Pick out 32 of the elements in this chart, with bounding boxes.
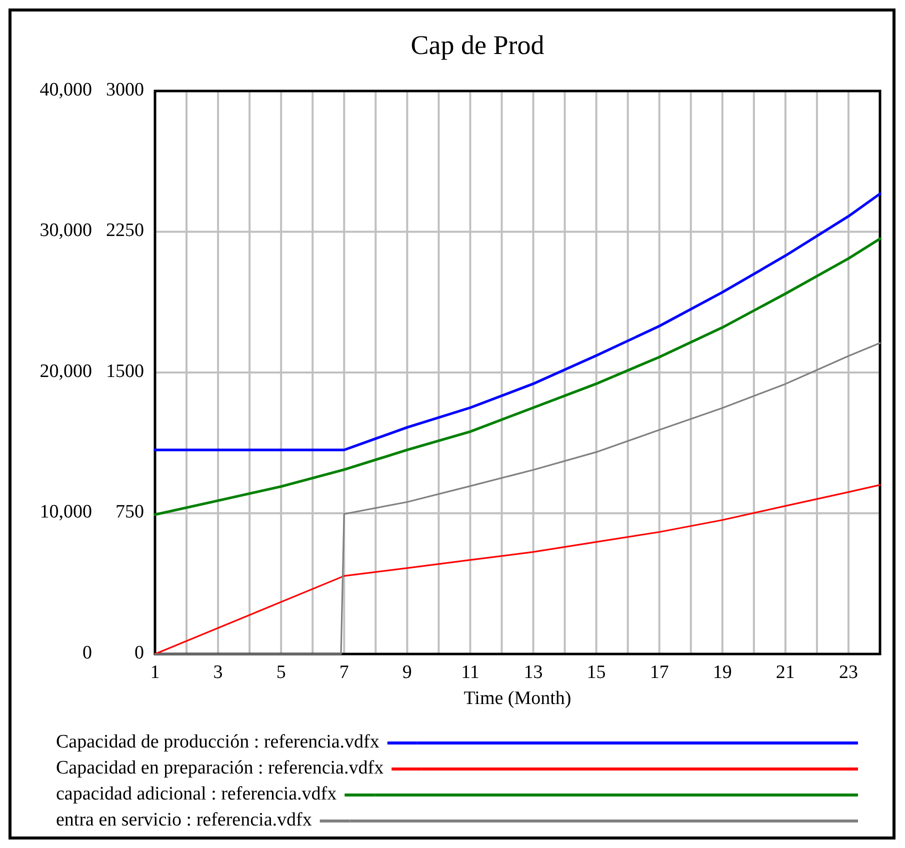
- y2-tick-label: 1500: [106, 360, 144, 382]
- x-tick-label: 17: [650, 662, 669, 683]
- y2-tick-label: 750: [116, 502, 144, 523]
- y-tick-label: 30,000: [40, 220, 92, 242]
- line-series: [154, 342, 881, 655]
- y2-tick-label: 3000: [106, 79, 144, 100]
- y-tick-label: 0: [82, 642, 92, 664]
- x-tick-label: 11: [461, 662, 480, 683]
- line-series: [154, 192, 882, 452]
- x-tick-label: 19: [712, 662, 732, 683]
- line-series: [154, 237, 882, 516]
- x-tick-label: 15: [586, 662, 606, 683]
- legend-label: Capacidad de producción : referencia.vdfx: [56, 731, 380, 752]
- x-tick-label: 5: [276, 662, 286, 683]
- x-axis-title: Time (Month): [464, 688, 572, 709]
- line-series: [154, 484, 881, 655]
- x-tick-label: 23: [838, 662, 858, 683]
- x-tick-label: 7: [339, 662, 349, 683]
- x-tick-label: 21: [776, 662, 795, 683]
- y2-tick-label: 0: [134, 642, 144, 664]
- legend-label: entra en servicio : referencia.vdfx: [56, 809, 312, 830]
- x-tick-label: 1: [150, 662, 160, 683]
- legend-label: Capacidad en preparación : referencia.vdfx: [56, 757, 384, 778]
- legend-label: capacidad adicional : referencia.vdfx: [56, 783, 338, 804]
- y-tick-label: 10,000: [40, 502, 92, 523]
- x-tick-label: 3: [213, 662, 223, 683]
- chart-title: Cap de Prod: [410, 30, 545, 60]
- x-tick-label: 9: [402, 662, 412, 683]
- y2-tick-label: 2250: [106, 220, 144, 242]
- x-tick-label: 13: [524, 662, 543, 683]
- y-tick-label: 40,000: [40, 79, 92, 100]
- y-tick-label: 20,000: [40, 360, 92, 382]
